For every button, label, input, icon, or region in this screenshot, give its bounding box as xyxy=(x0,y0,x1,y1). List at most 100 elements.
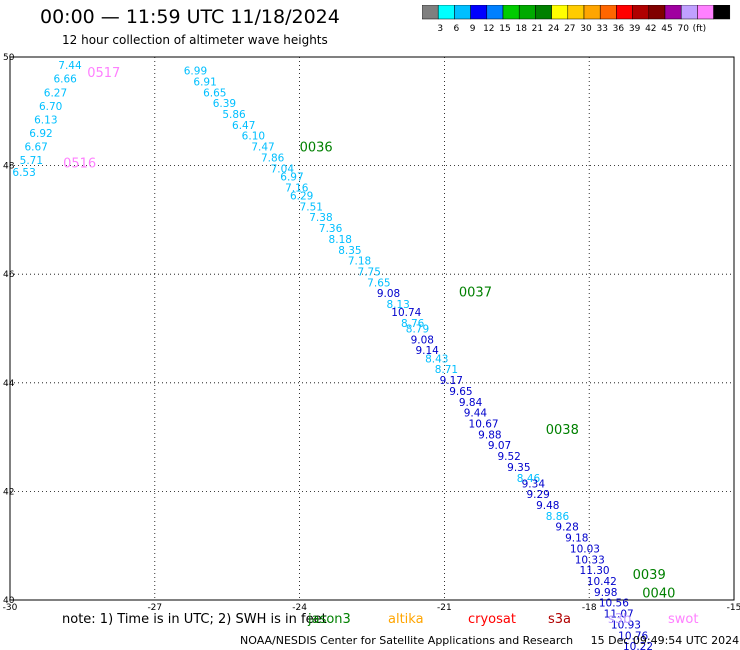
x-tick-label: -18 xyxy=(582,603,597,613)
wave-height-color-scale: 3 6 9 12 15 18 21 24 27 30 33 36 39 42 45 70 (ft) xyxy=(422,5,731,34)
wave-height-value: 9.18 xyxy=(565,533,588,545)
wave-height-value: 9.52 xyxy=(497,451,520,463)
wave-height-value: 5.71 xyxy=(20,155,43,167)
wave-height-value: 7.51 xyxy=(300,201,323,213)
wave-height-value: 7.16 xyxy=(285,182,309,194)
scale-label: 30 xyxy=(580,24,592,34)
wave-height-value: 6.13 xyxy=(34,114,57,126)
mission-jason3: jason3 xyxy=(308,612,351,627)
wave-height-value: 9.65 xyxy=(449,386,472,398)
mission-s3b: s3b xyxy=(608,612,632,627)
wave-height-value: 6.67 xyxy=(24,142,47,154)
wave-height-value: 8.46 xyxy=(517,473,541,485)
mission-altika: altika xyxy=(388,612,424,627)
scale-label: 42 xyxy=(645,24,656,34)
scale-swatch xyxy=(713,5,731,20)
x-tick-label: -24 xyxy=(292,603,307,613)
scale-label: 45 xyxy=(661,24,672,34)
wave-height-value: 6.65 xyxy=(203,87,226,99)
wave-height-value: 8.35 xyxy=(338,245,361,257)
wave-height-value: 6.29 xyxy=(290,190,313,202)
wave-height-value: 7.04 xyxy=(271,163,295,175)
scale-label: 70 xyxy=(677,24,689,34)
wave-height-value: 9.07 xyxy=(488,440,511,452)
wave-height-value: 6.66 xyxy=(53,74,77,86)
wave-height-value: 7.86 xyxy=(261,152,285,164)
y-tick-label: 40 xyxy=(3,596,15,606)
scale-label: 39 xyxy=(629,24,641,34)
wave-height-value: 9.28 xyxy=(555,522,578,534)
track-time-label: 0036 xyxy=(300,141,333,156)
scale-label: 33 xyxy=(596,24,607,34)
wave-height-value: 7.38 xyxy=(309,212,332,224)
wave-height-value: 11.30 xyxy=(580,565,610,577)
wave-height-value: 7.36 xyxy=(319,223,343,235)
wave-height-value: 10.33 xyxy=(575,554,605,566)
wave-height-value: 11.07 xyxy=(604,609,634,621)
wave-height-value: 10.76 xyxy=(618,630,648,642)
wave-height-value: 6.53 xyxy=(12,167,35,179)
scale-label: 21 xyxy=(532,24,543,34)
wave-height-value: 9.14 xyxy=(415,345,439,357)
wave-height-value: 8.76 xyxy=(401,318,425,330)
plot-frame xyxy=(9,56,735,601)
wave-height-value: 9.48 xyxy=(536,500,559,512)
track-time-label: 0038 xyxy=(546,423,579,438)
page-subtitle: 12 hour collection of altimeter wave hei… xyxy=(62,33,328,47)
wave-height-value: 8.43 xyxy=(425,353,448,365)
wave-height-value: 10.42 xyxy=(587,576,617,588)
scale-label: 12 xyxy=(483,24,494,34)
wave-height-value: 8.18 xyxy=(329,234,352,246)
wave-height-value: 6.47 xyxy=(232,120,255,132)
wave-height-value: 10.74 xyxy=(391,307,421,319)
wave-height-value: 8.71 xyxy=(435,364,458,376)
scale-label: 15 xyxy=(499,24,510,34)
note-text: note: 1) Time is in UTC; 2) SWH is in fe… xyxy=(62,612,327,627)
y-tick-label: 44 xyxy=(3,379,15,389)
wave-height-value: 10.22 xyxy=(623,641,653,650)
wave-height-value: 9.29 xyxy=(526,489,549,501)
y-tick-label: 42 xyxy=(3,487,14,497)
scale-label: 24 xyxy=(548,24,560,34)
wave-height-value: 7.75 xyxy=(358,266,381,278)
scale-label: 18 xyxy=(515,24,527,34)
wave-height-value: 6.99 xyxy=(184,66,207,78)
wave-height-value: 10.03 xyxy=(570,543,600,555)
scale-label: 27 xyxy=(564,24,575,34)
wave-height-value: 8.79 xyxy=(406,324,429,336)
x-tick-label: -15 xyxy=(727,603,740,613)
x-tick-label: -27 xyxy=(147,603,162,613)
mission-s3a: s3a xyxy=(548,612,572,627)
wave-height-value: 8.86 xyxy=(546,511,570,523)
track-time-label: 0037 xyxy=(459,286,492,301)
wave-height-value: 10.56 xyxy=(599,598,629,610)
wave-height-value: 9.34 xyxy=(522,478,546,490)
wave-height-value: 9.44 xyxy=(464,408,488,420)
track-time-label: 0039 xyxy=(633,568,666,583)
scale-label: 6 xyxy=(454,24,460,34)
scale-label: (ft) xyxy=(693,24,707,34)
y-tick-label: 48 xyxy=(3,162,15,172)
y-tick-label: 46 xyxy=(3,270,15,280)
wave-height-value: 7.47 xyxy=(251,142,274,154)
wave-height-value: 7.44 xyxy=(58,60,82,72)
scale-label: 36 xyxy=(613,24,625,34)
wave-height-value: 9.98 xyxy=(594,587,617,599)
wave-height-value: 6.27 xyxy=(44,87,67,99)
wave-height-value: 5.86 xyxy=(222,109,246,121)
wave-height-value: 9.88 xyxy=(478,429,501,441)
wave-height-value: 9.08 xyxy=(411,334,434,346)
scale-label: 3 xyxy=(437,24,443,34)
footer-credit: NOAA/NESDIS Center for Satellite Applica… xyxy=(240,634,740,647)
scale-label: 9 xyxy=(470,24,476,34)
track-time-label: 0040 xyxy=(642,586,675,601)
wave-height-value: 10.93 xyxy=(611,619,641,631)
track-time-label: 0516 xyxy=(63,156,96,171)
wave-height-value: 9.35 xyxy=(507,462,530,474)
x-tick-label: -21 xyxy=(437,603,452,613)
mission-swot: swot xyxy=(668,612,699,627)
wave-height-value: 9.08 xyxy=(377,288,400,300)
wave-height-value: 9.17 xyxy=(440,375,463,387)
wave-height-value: 8.13 xyxy=(386,299,409,311)
